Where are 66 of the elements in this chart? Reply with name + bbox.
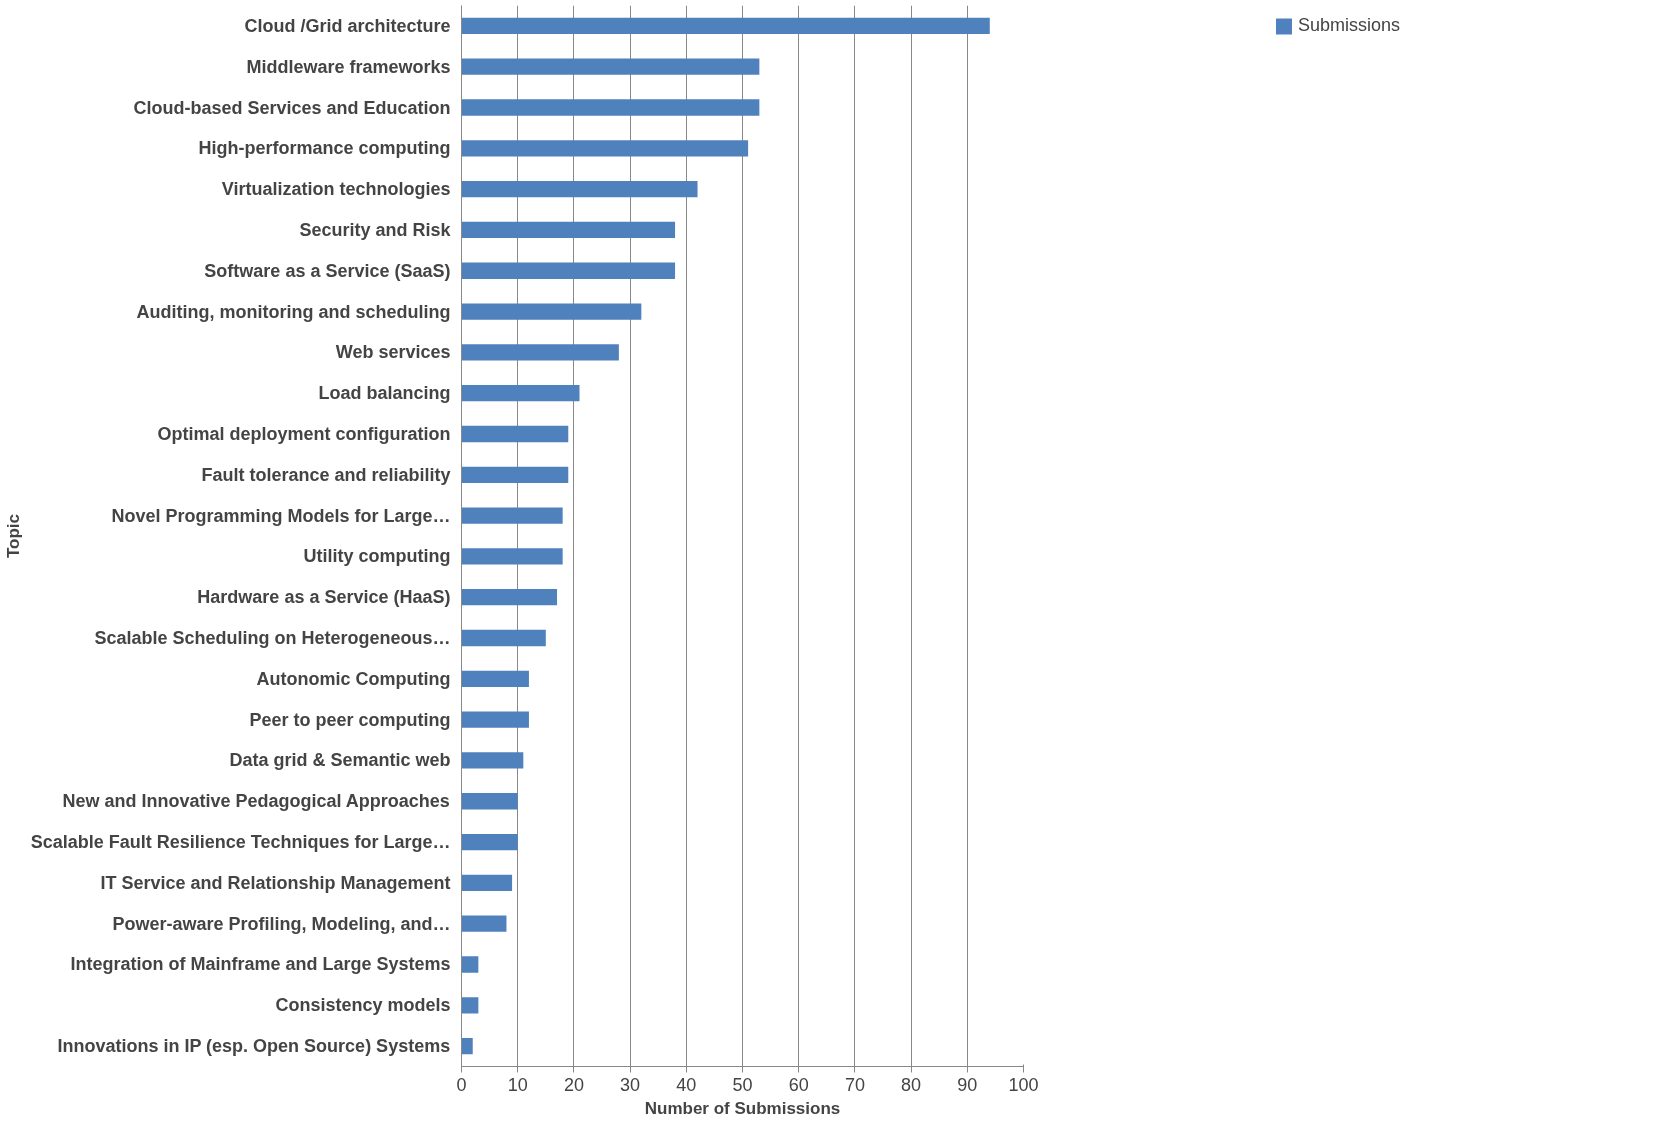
x-tick-label: 70 — [844, 1074, 865, 1095]
bar — [461, 874, 513, 892]
bar — [461, 466, 569, 483]
bar — [461, 833, 518, 851]
x-tick-label: 50 — [732, 1074, 753, 1095]
x-tick-label: 100 — [1008, 1074, 1039, 1095]
bar — [461, 589, 558, 606]
y-tick-label: Middleware frameworks — [246, 56, 451, 77]
bar — [461, 385, 580, 402]
y-tick-label: Optimal deployment configuration — [157, 423, 451, 444]
bar — [461, 1037, 473, 1055]
y-tick-label: Utility computing — [303, 546, 451, 567]
bar — [461, 956, 479, 973]
y-tick-label: Autonomic Computing — [256, 668, 451, 689]
y-tick-label: Scalable Scheduling on Heterogeneous… — [94, 628, 451, 649]
x-tick-label: 0 — [456, 1074, 467, 1095]
y-tick-label: New and Innovative Pedagogical Approaches — [62, 791, 450, 812]
bar — [461, 711, 529, 728]
y-tick-label: Software as a Service (SaaS) — [204, 260, 451, 281]
bar — [461, 915, 507, 932]
x-axis-title: Number of Submissions — [644, 1098, 841, 1118]
y-tick-label: Novel Programming Models for Large… — [111, 505, 451, 526]
bar — [461, 670, 529, 687]
bar — [461, 99, 760, 116]
bar — [461, 180, 698, 198]
legend-label: Submissions — [1297, 15, 1401, 36]
y-tick-label: Cloud /Grid architecture — [244, 15, 451, 36]
x-tick-label: 30 — [620, 1074, 641, 1095]
y-axis-title: Topic — [3, 513, 23, 559]
y-tick-label: Peer to peer computing — [249, 709, 451, 730]
y-tick-label: Auditing, monitoring and scheduling — [136, 301, 451, 322]
y-tick-label: Innovations in IP (esp. Open Source) Systems — [57, 1036, 451, 1057]
y-tick-label: Load balancing — [318, 383, 451, 404]
y-tick-label: IT Service and Relationship Management — [100, 872, 451, 893]
y-tick-label: Virtualization technologies — [221, 179, 451, 200]
y-tick-label: Power-aware Profiling, Modeling, and… — [112, 913, 451, 934]
y-tick-label: Web services — [335, 342, 451, 363]
bar — [461, 221, 676, 239]
x-tick-label: 20 — [563, 1074, 584, 1095]
y-tick-label: Cloud-based Services and Education — [133, 97, 451, 118]
x-tick-label: 80 — [901, 1074, 922, 1095]
bar — [461, 507, 563, 524]
bar — [461, 425, 569, 443]
bar — [461, 548, 563, 565]
bar — [461, 140, 749, 157]
bar — [461, 997, 479, 1014]
x-tick-label: 60 — [788, 1074, 809, 1095]
y-tick-label: High-performance computing — [198, 138, 451, 159]
bar — [461, 344, 619, 361]
bar — [461, 793, 518, 810]
y-tick-label: Integration of Mainframe and Large Systems — [70, 954, 451, 975]
y-tick-label: Consistency models — [275, 995, 451, 1016]
x-tick-label: 40 — [676, 1074, 697, 1095]
y-tick-label: Hardware as a Service (HaaS) — [197, 587, 451, 608]
y-tick-label: Security and Risk — [299, 219, 452, 240]
bar — [461, 303, 642, 320]
bar — [461, 17, 990, 35]
bar — [461, 58, 760, 75]
x-tick-label: 10 — [507, 1074, 528, 1095]
bar — [461, 752, 524, 769]
y-tick-label: Fault tolerance and reliability — [201, 464, 451, 485]
bar — [461, 629, 546, 647]
bar — [461, 262, 676, 279]
y-tick-label: Scalable Fault Resilience Techniques for Large… — [30, 832, 451, 853]
y-tick-label: Data grid & Semantic web — [229, 750, 451, 771]
x-tick-label: 90 — [957, 1074, 978, 1095]
